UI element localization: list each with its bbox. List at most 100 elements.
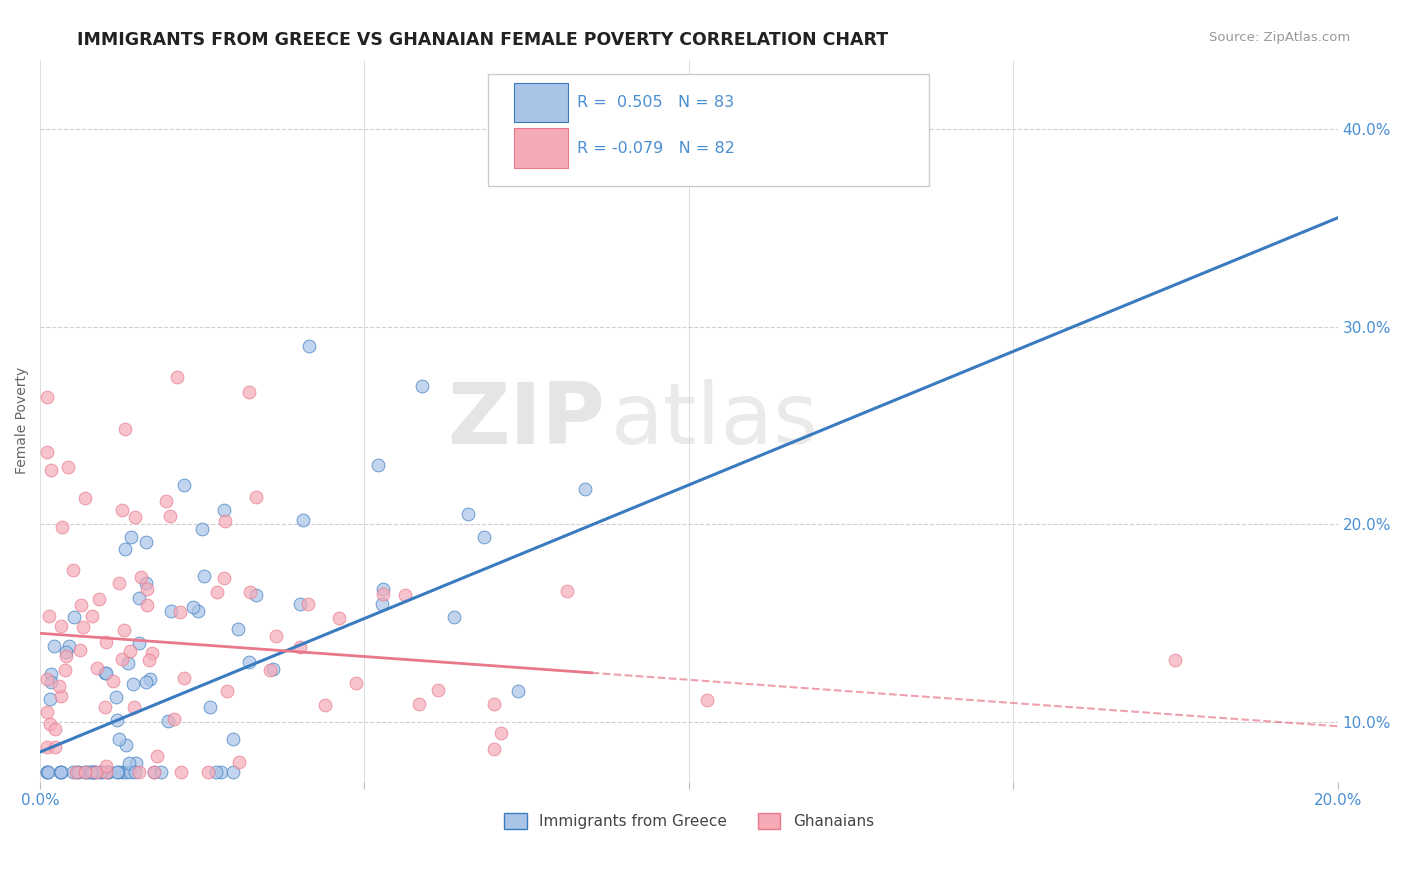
- Point: [222, 732, 245, 747]
- Point: [239, 585, 262, 599]
- Point: [135, 598, 157, 612]
- Point: [228, 755, 250, 769]
- Point: [73, 764, 96, 779]
- Point: [482, 697, 505, 711]
- Point: [457, 508, 479, 522]
- Point: [198, 700, 221, 714]
- Point: [266, 629, 288, 643]
- Point: [107, 764, 129, 779]
- Point: [37, 764, 59, 779]
- Point: [105, 713, 128, 727]
- Text: atlas: atlas: [612, 379, 820, 462]
- Point: [238, 384, 260, 399]
- Point: [35, 390, 58, 404]
- Point: [55, 648, 77, 663]
- Point: [298, 339, 321, 353]
- Point: [108, 731, 131, 746]
- Text: R =  0.505   N = 83: R = 0.505 N = 83: [578, 95, 734, 110]
- Point: [105, 690, 128, 704]
- Point: [65, 764, 87, 779]
- Point: [75, 491, 97, 506]
- Point: [97, 764, 120, 779]
- Legend: Immigrants from Greece, Ghanaians: Immigrants from Greece, Ghanaians: [498, 807, 880, 836]
- Point: [135, 575, 157, 590]
- Point: [297, 598, 319, 612]
- Point: [124, 509, 146, 524]
- Y-axis label: Female Poverty: Female Poverty: [15, 367, 30, 475]
- Point: [426, 682, 449, 697]
- Point: [101, 673, 124, 688]
- Point: [49, 619, 72, 633]
- Point: [150, 764, 173, 779]
- Point: [193, 569, 215, 583]
- Point: [696, 693, 718, 707]
- Point: [105, 764, 128, 779]
- Point: [39, 462, 62, 476]
- Point: [48, 679, 70, 693]
- Point: [87, 591, 110, 606]
- Point: [129, 570, 152, 584]
- Point: [112, 623, 135, 637]
- Point: [371, 597, 394, 611]
- FancyBboxPatch shape: [488, 74, 929, 186]
- Point: [212, 571, 235, 585]
- Point: [118, 644, 141, 658]
- Point: [114, 541, 136, 556]
- Point: [62, 563, 84, 577]
- Point: [121, 677, 143, 691]
- Point: [115, 764, 138, 779]
- Point: [160, 605, 183, 619]
- Point: [155, 494, 177, 508]
- Point: [93, 699, 115, 714]
- Point: [38, 608, 60, 623]
- Point: [212, 502, 235, 516]
- Point: [115, 739, 138, 753]
- Point: [69, 598, 91, 612]
- Point: [238, 655, 260, 669]
- Point: [408, 697, 430, 711]
- FancyBboxPatch shape: [513, 83, 568, 122]
- Point: [508, 684, 530, 698]
- Point: [51, 689, 73, 703]
- Point: [259, 663, 281, 677]
- Point: [111, 652, 134, 666]
- Point: [222, 764, 245, 779]
- Point: [245, 491, 267, 505]
- Point: [94, 665, 117, 680]
- Point: [114, 422, 136, 436]
- Point: [173, 671, 195, 685]
- Point: [80, 764, 103, 779]
- Point: [56, 459, 79, 474]
- Point: [1164, 653, 1187, 667]
- Point: [124, 764, 146, 779]
- Point: [262, 662, 284, 676]
- Point: [288, 640, 311, 654]
- FancyBboxPatch shape: [513, 128, 568, 168]
- Point: [344, 676, 367, 690]
- Point: [89, 764, 111, 779]
- Text: R = -0.079   N = 82: R = -0.079 N = 82: [578, 141, 735, 155]
- Point: [142, 764, 165, 779]
- Point: [94, 764, 117, 779]
- Point: [35, 445, 58, 459]
- Point: [120, 764, 142, 779]
- Point: [86, 661, 108, 675]
- Point: [58, 639, 80, 653]
- Point: [169, 605, 191, 619]
- Point: [472, 530, 495, 544]
- Point: [44, 740, 66, 755]
- Point: [75, 764, 97, 779]
- Point: [72, 620, 94, 634]
- Point: [125, 756, 148, 770]
- Point: [122, 699, 145, 714]
- Point: [120, 530, 142, 544]
- Point: [35, 672, 58, 686]
- Point: [314, 698, 336, 713]
- Point: [94, 665, 117, 680]
- Point: [191, 522, 214, 536]
- Point: [77, 764, 100, 779]
- Point: [373, 587, 395, 601]
- Point: [555, 584, 578, 599]
- Point: [245, 588, 267, 602]
- Point: [141, 646, 163, 660]
